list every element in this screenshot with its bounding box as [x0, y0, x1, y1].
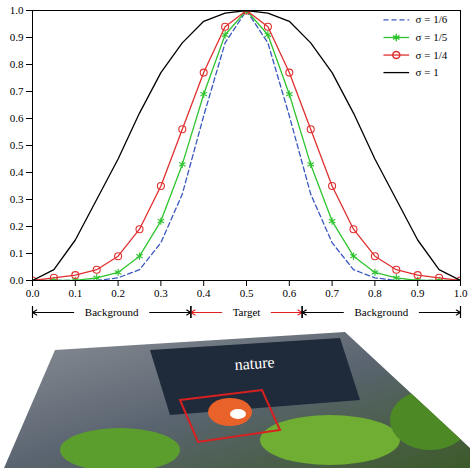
- svg-text:0.5: 0.5: [10, 139, 24, 151]
- svg-text:0.7: 0.7: [10, 85, 24, 97]
- svg-text:0.9: 0.9: [10, 31, 24, 43]
- svg-text:0.1: 0.1: [10, 247, 24, 259]
- svg-text:σ = 1: σ = 1: [416, 66, 439, 78]
- svg-text:0.2: 0.2: [111, 287, 125, 299]
- svg-text:0.0: 0.0: [26, 287, 40, 299]
- svg-text:Target: Target: [233, 306, 261, 318]
- svg-text:σ = 1/5: σ = 1/5: [416, 31, 448, 43]
- svg-text:0.8: 0.8: [10, 58, 24, 70]
- svg-text:1.0: 1.0: [454, 287, 468, 299]
- svg-text:0.7: 0.7: [325, 287, 339, 299]
- svg-text:0.5: 0.5: [240, 287, 254, 299]
- svg-text:0.3: 0.3: [154, 287, 168, 299]
- svg-text:Background: Background: [85, 306, 139, 318]
- svg-text:nature: nature: [234, 353, 275, 373]
- svg-text:0.4: 0.4: [197, 287, 211, 299]
- svg-text:1.0: 1.0: [10, 4, 24, 16]
- svg-text:0.8: 0.8: [368, 287, 382, 299]
- svg-text:0.3: 0.3: [10, 193, 24, 205]
- svg-text:0.2: 0.2: [10, 220, 24, 232]
- svg-text:0.4: 0.4: [10, 166, 24, 178]
- svg-text:0.1: 0.1: [68, 287, 82, 299]
- svg-text:0.6: 0.6: [10, 112, 24, 124]
- svg-text:0.9: 0.9: [411, 287, 425, 299]
- svg-text:Background: Background: [354, 306, 408, 318]
- svg-text:0.0: 0.0: [10, 274, 24, 286]
- svg-text:σ = 1/6: σ = 1/6: [416, 13, 448, 25]
- svg-text:σ = 1/4: σ = 1/4: [416, 49, 448, 61]
- svg-text:0.6: 0.6: [282, 287, 296, 299]
